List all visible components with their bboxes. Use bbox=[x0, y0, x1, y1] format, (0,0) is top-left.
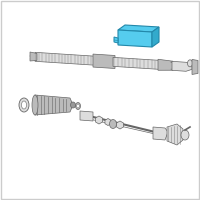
Polygon shape bbox=[114, 37, 118, 43]
Polygon shape bbox=[113, 57, 160, 69]
Polygon shape bbox=[80, 111, 93, 121]
Ellipse shape bbox=[70, 102, 76, 108]
Ellipse shape bbox=[19, 98, 29, 112]
Ellipse shape bbox=[22, 101, 26, 109]
Ellipse shape bbox=[110, 119, 116, 129]
Polygon shape bbox=[118, 30, 152, 47]
Ellipse shape bbox=[32, 95, 38, 115]
Polygon shape bbox=[117, 121, 123, 129]
Polygon shape bbox=[96, 116, 102, 124]
Ellipse shape bbox=[77, 104, 79, 108]
Ellipse shape bbox=[76, 102, 80, 110]
Polygon shape bbox=[35, 52, 95, 65]
Polygon shape bbox=[153, 127, 168, 140]
Polygon shape bbox=[118, 25, 159, 32]
Polygon shape bbox=[105, 118, 111, 126]
Polygon shape bbox=[35, 95, 73, 115]
Polygon shape bbox=[152, 27, 159, 47]
Polygon shape bbox=[192, 59, 198, 74]
Polygon shape bbox=[158, 59, 173, 70]
Ellipse shape bbox=[188, 60, 192, 67]
Polygon shape bbox=[167, 124, 183, 145]
Ellipse shape bbox=[181, 130, 189, 140]
Polygon shape bbox=[172, 61, 192, 71]
Polygon shape bbox=[93, 54, 115, 68]
Polygon shape bbox=[30, 52, 37, 61]
